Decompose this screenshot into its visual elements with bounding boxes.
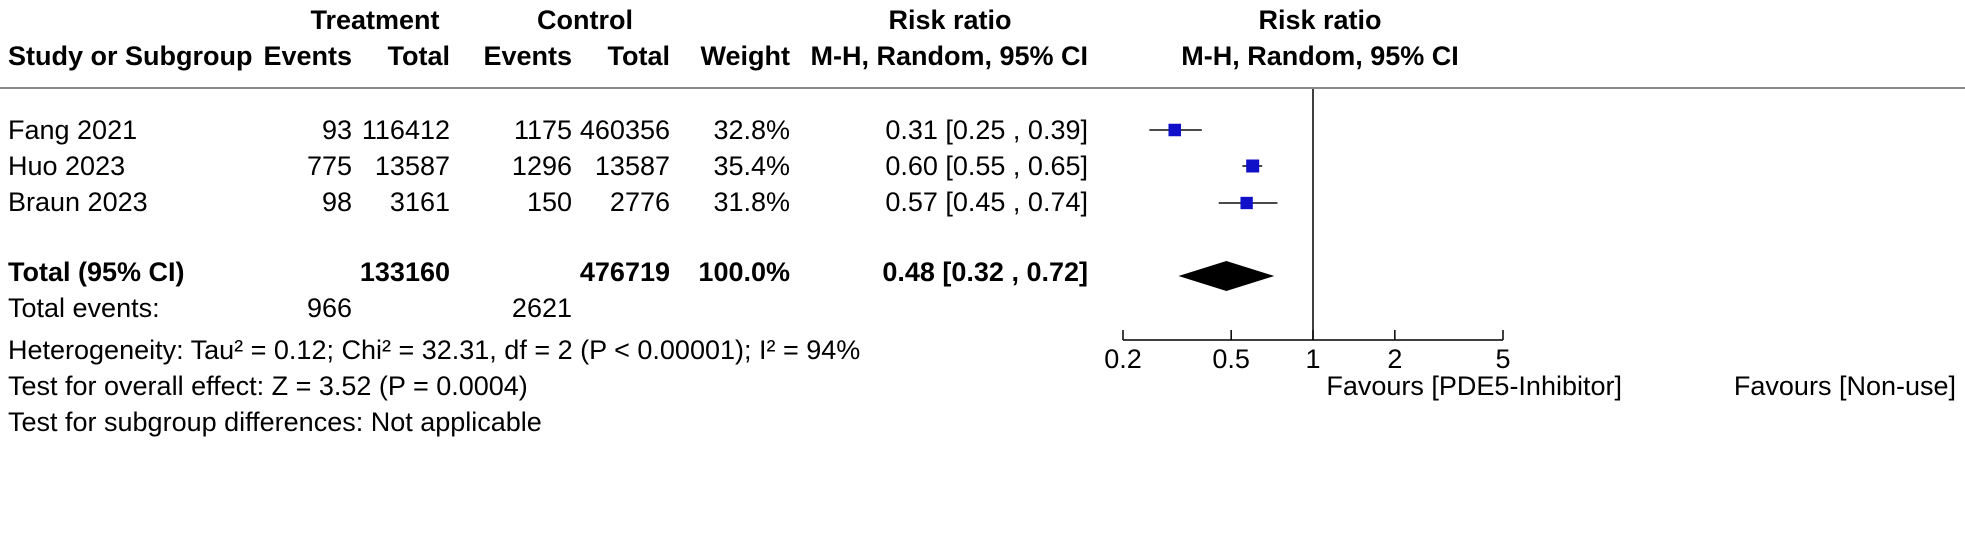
- x-axis-tick-label: 5: [1495, 344, 1510, 374]
- plot-method-header: M-H, Random, 95% CI: [1181, 41, 1459, 71]
- control-total-header: Total: [607, 41, 671, 71]
- method-header: M-H, Random, 95% CI: [810, 41, 1088, 71]
- study-column-header: Study or Subgroup: [8, 41, 253, 71]
- treatment-total-header: Total: [387, 41, 451, 71]
- study-name: Fang 2021: [8, 115, 138, 145]
- treatment-total: 116412: [361, 115, 450, 145]
- treatment-group-header: Treatment: [310, 5, 440, 35]
- x-axis-tick-label: 0.2: [1104, 344, 1142, 374]
- study-name: Huo 2023: [8, 151, 126, 181]
- risk-ratio-ci: 0.60 [0.55 , 0.65]: [885, 151, 1088, 181]
- subgroup-differences-text: Test for subgroup differences: Not appli…: [8, 407, 542, 437]
- total-events-label: Total events:: [8, 293, 160, 323]
- treatment-events-header: Events: [263, 41, 352, 71]
- plot-group-header: Risk ratio: [1258, 5, 1382, 35]
- study-weight: 35.4%: [713, 151, 790, 181]
- treatment-events: 98: [321, 187, 352, 217]
- total-weight: 100.0%: [698, 257, 790, 287]
- treatment-total-sum: 133160: [359, 257, 450, 287]
- study-weight: 32.8%: [713, 115, 790, 145]
- study-weight: 31.8%: [713, 187, 790, 217]
- study-marker: [1240, 196, 1253, 210]
- pooled-diamond: [1178, 261, 1275, 291]
- control-total: 13587: [594, 151, 670, 181]
- control-events: 1296: [511, 151, 572, 181]
- x-axis-tick-label: 2: [1387, 344, 1402, 374]
- risk-ratio-ci: 0.31 [0.25 , 0.39]: [885, 115, 1088, 145]
- study-name: Braun 2023: [8, 187, 148, 217]
- x-axis-tick-label: 0.5: [1212, 344, 1250, 374]
- control-events: 1175: [513, 115, 572, 145]
- control-group-header: Control: [537, 5, 633, 35]
- study-marker: [1246, 159, 1260, 173]
- heterogeneity-text: Heterogeneity: Tau² = 0.12; Chi² = 32.31…: [8, 335, 861, 365]
- control-events: 150: [526, 187, 572, 217]
- total-label: Total (95% CI): [8, 257, 185, 287]
- overall-effect-text: Test for overall effect: Z = 3.52 (P = 0…: [8, 371, 528, 401]
- pooled-risk-ratio-ci: 0.48 [0.32 , 0.72]: [882, 257, 1088, 287]
- weight-header: Weight: [700, 41, 791, 71]
- header-divider: [0, 87, 1965, 89]
- treatment-events: 775: [306, 151, 352, 181]
- risk-ratio-ci: 0.57 [0.45 , 0.74]: [885, 187, 1088, 217]
- control-total-events: 2621: [511, 293, 572, 323]
- treatment-total: 13587: [374, 151, 450, 181]
- control-events-header: Events: [483, 41, 572, 71]
- study-marker: [1168, 123, 1181, 137]
- treatment-total-events: 966: [306, 293, 352, 323]
- control-total: 460356: [579, 115, 670, 145]
- treatment-total: 3161: [389, 187, 450, 217]
- treatment-events: 93: [321, 115, 352, 145]
- risk-ratio-group-header: Risk ratio: [888, 5, 1012, 35]
- control-total: 2776: [609, 187, 670, 217]
- control-total-sum: 476719: [579, 257, 670, 287]
- favours-right-label: Favours [Non-use]: [1733, 371, 1956, 401]
- x-axis-tick-label: 1: [1305, 344, 1320, 374]
